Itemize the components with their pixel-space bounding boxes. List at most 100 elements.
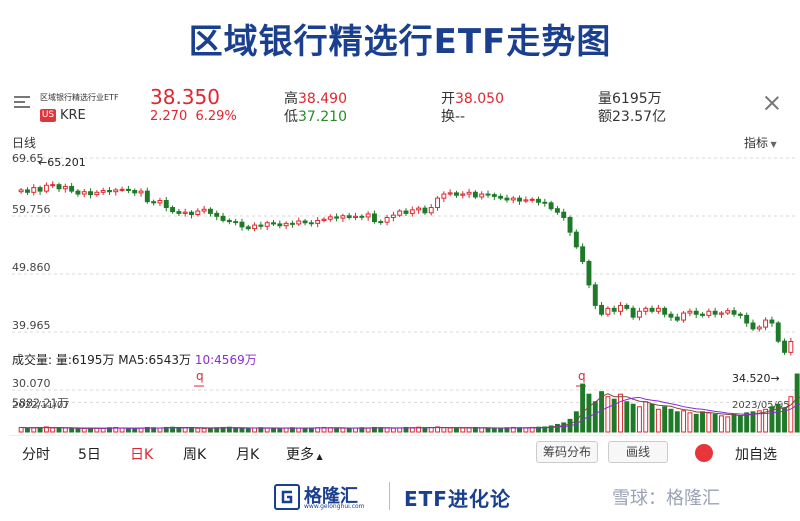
- volume-bar: [75, 428, 81, 433]
- volume-bar: [252, 427, 258, 433]
- stat-amount: 额23.57亿: [598, 109, 667, 125]
- tab-intraday[interactable]: 分时: [22, 447, 50, 463]
- volume-bar: [636, 406, 642, 433]
- slogan: ETF进化论: [404, 487, 511, 511]
- volume-bar: [416, 426, 422, 433]
- volume-bar: [750, 411, 756, 433]
- candle-body: [731, 310, 737, 315]
- volume-bar: [308, 427, 314, 433]
- candle-body: [775, 322, 781, 342]
- candle-body: [371, 213, 377, 223]
- candle-body: [769, 319, 775, 324]
- candle-body: [378, 221, 384, 224]
- volume-bar: [447, 427, 453, 433]
- volume-bar: [397, 427, 403, 433]
- candle-body: [485, 193, 491, 196]
- candle-body: [207, 208, 213, 214]
- candle-body: [636, 310, 642, 318]
- banner: 区域银行精选行ETF走势图: [0, 0, 800, 80]
- max-price-marker: ←65.201: [38, 156, 86, 169]
- candle-body: [561, 211, 567, 218]
- candle-body: [283, 222, 289, 227]
- candle-body: [548, 202, 554, 210]
- candle-body: [94, 191, 100, 196]
- volume-bar: [302, 427, 308, 433]
- volume-bar: [624, 401, 630, 433]
- volume-bar: [454, 427, 459, 433]
- chip-distribution-button[interactable]: 筹码分布: [536, 441, 598, 463]
- candle-body: [245, 226, 251, 230]
- volume-bar: [681, 410, 687, 433]
- candle-body: [416, 207, 422, 211]
- volume-bar: [592, 401, 598, 433]
- candle-body: [31, 187, 37, 193]
- xueqiu-watermark: 雪球：格隆汇: [612, 488, 720, 509]
- change-percent: 6.29%: [195, 109, 237, 124]
- candle-body: [189, 211, 194, 216]
- candle-body: [700, 313, 705, 316]
- candle-body: [107, 190, 112, 193]
- volume-bar: [207, 427, 213, 433]
- volume-bar: [460, 427, 466, 433]
- add-watchlist-button[interactable]: 加自选: [735, 447, 777, 463]
- candle-body: [346, 215, 352, 218]
- draw-line-button[interactable]: 画线: [608, 441, 668, 463]
- candle-body: [214, 212, 220, 217]
- logo-name: 格隆汇: [304, 486, 358, 507]
- volume-bar: [144, 426, 150, 433]
- volume-bar: [769, 406, 775, 433]
- indicator-button[interactable]: 指标 ▼: [744, 136, 777, 150]
- candle-body: [220, 215, 226, 221]
- candle-body: [365, 213, 371, 218]
- candle-body: [454, 192, 459, 196]
- close-icon[interactable]: [762, 94, 782, 114]
- tab-5day[interactable]: 5日: [78, 447, 101, 463]
- banner-title: 区域银行精选行ETF走势图: [188, 22, 612, 62]
- tab-more[interactable]: 更多 ▲: [286, 447, 323, 463]
- candle-body: [573, 231, 579, 248]
- tab-daily-k[interactable]: 日K: [130, 447, 154, 463]
- tab-monthly-k[interactable]: 月K: [236, 447, 260, 463]
- volume-bar: [189, 427, 194, 433]
- stat-low: 低37.210: [284, 109, 347, 125]
- record-dot-icon[interactable]: [695, 444, 713, 462]
- candle-body: [744, 314, 750, 324]
- candle-body: [624, 304, 630, 309]
- candle-body: [25, 189, 30, 193]
- volume-chart: 成交量: 量:6195万 MA5:6543万 10:4569万 5882.21万: [12, 352, 800, 433]
- candle-body: [447, 192, 453, 195]
- volume-bar: [674, 411, 680, 433]
- candle-body: [144, 190, 150, 203]
- volume-bar: [132, 428, 138, 433]
- candle-body: [37, 187, 43, 192]
- candle-body: [725, 310, 731, 314]
- candle-body: [649, 307, 655, 312]
- candle-body: [681, 312, 687, 321]
- candle-body: [706, 310, 712, 316]
- candle-body: [43, 184, 49, 192]
- volume-bar: [43, 426, 49, 433]
- menu-icon[interactable]: [14, 96, 30, 108]
- volume-bar: [706, 412, 712, 433]
- volume-bar: [195, 427, 201, 433]
- candle-body: [271, 222, 276, 225]
- candle-body: [428, 207, 434, 214]
- candle-body: [611, 307, 617, 312]
- candle-body: [605, 307, 611, 315]
- volume-bar: [763, 408, 769, 433]
- stat-high: 高38.490: [284, 91, 347, 107]
- candlestick-chart[interactable]: 69.65 59.756 49.860 39.965 30.070 ←65.201 34.5…: [10, 150, 800, 410]
- gelonghui-logo-icon: [274, 484, 300, 510]
- candle-body: [163, 199, 169, 209]
- y-tick-label: 30.070: [12, 377, 51, 390]
- volume-bar: [618, 393, 623, 433]
- candle-body: [252, 224, 258, 230]
- volume-bar: [498, 427, 504, 433]
- tab-weekly-k[interactable]: 周K: [183, 447, 207, 463]
- volume-bar: [554, 423, 560, 433]
- volume-bar: [725, 416, 731, 433]
- candle-body: [662, 307, 668, 315]
- stat-open: 开38.050: [441, 91, 504, 107]
- volume-bar: [700, 411, 705, 433]
- candle-body: [498, 195, 504, 199]
